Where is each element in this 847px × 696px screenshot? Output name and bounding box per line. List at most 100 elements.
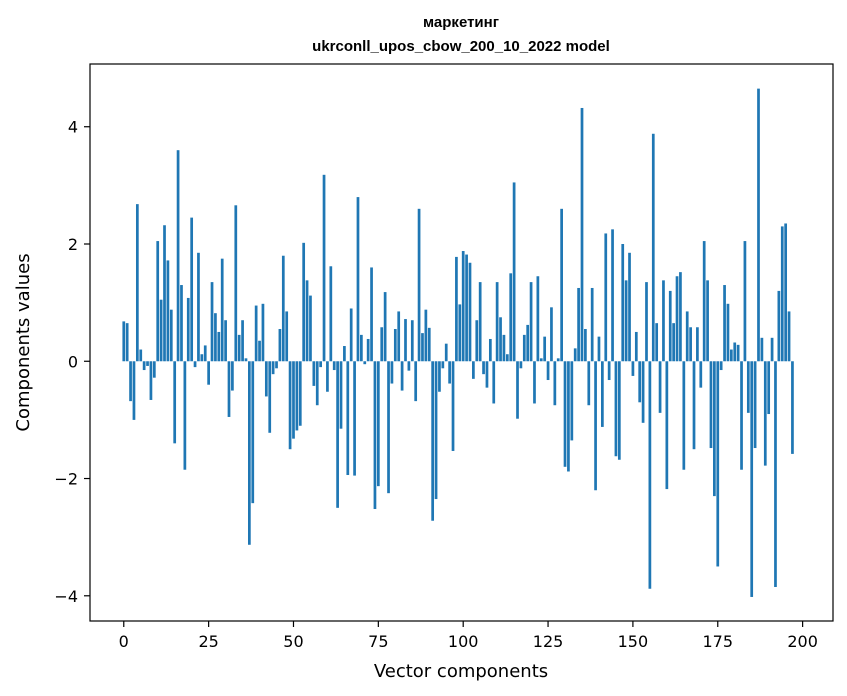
- bar-44: [271, 361, 275, 375]
- bar-67: [349, 308, 353, 362]
- bar-65: [343, 346, 346, 362]
- bar-131: [567, 361, 570, 472]
- bar-117: [519, 361, 523, 369]
- bar-160: [665, 361, 669, 490]
- bar-76: [380, 327, 384, 362]
- bar-18: [183, 361, 187, 470]
- bar-49: [288, 361, 292, 450]
- bar-140: [597, 336, 601, 362]
- bar-146: [617, 361, 621, 460]
- bar-53: [302, 242, 306, 362]
- bar-95: [444, 343, 448, 362]
- plot-frame: [89, 63, 834, 622]
- bar-166: [685, 311, 689, 362]
- bar-20: [190, 217, 194, 362]
- bar-187: [757, 88, 760, 362]
- bar-86: [414, 361, 418, 402]
- bar-9: [152, 361, 156, 378]
- bar-151: [634, 331, 638, 362]
- bar-183: [743, 241, 747, 362]
- bar-60: [326, 361, 329, 392]
- bar-46: [278, 329, 282, 362]
- bar-169: [696, 327, 699, 362]
- bar-153: [641, 361, 645, 423]
- bar-22: [197, 252, 200, 362]
- bar-48: [285, 311, 289, 362]
- bar-32: [231, 361, 234, 391]
- bar-79: [390, 361, 394, 384]
- x-tick-label: 75: [368, 632, 388, 651]
- y-axis-ticks: −4 −2 0 2 4: [54, 118, 90, 606]
- bar-41: [261, 303, 265, 362]
- bar-83: [404, 319, 407, 362]
- bar-190: [767, 361, 771, 415]
- bar-62: [332, 361, 336, 371]
- bar-74: [373, 361, 377, 510]
- bar-73: [370, 267, 373, 362]
- bar-52: [298, 361, 302, 426]
- bar-158: [658, 361, 662, 413]
- x-tick-label: 200: [787, 632, 818, 651]
- bar-172: [706, 280, 709, 362]
- bar-24: [203, 345, 207, 362]
- x-tick-label: 25: [198, 632, 218, 651]
- bar-193: [777, 290, 781, 362]
- bar-5: [139, 349, 143, 362]
- bar-105: [478, 282, 482, 362]
- bar-176: [719, 361, 723, 371]
- bar-115: [512, 182, 516, 362]
- y-tick-label: 2: [68, 235, 78, 254]
- bar-12: [163, 225, 166, 362]
- bar-101: [465, 254, 468, 362]
- y-tick-label: 4: [68, 118, 78, 137]
- bar-143: [607, 361, 611, 381]
- bar-119: [526, 324, 530, 362]
- bar-110: [495, 282, 499, 362]
- x-tick-label: 150: [618, 632, 649, 651]
- bar-163: [675, 276, 679, 362]
- bar-63: [336, 361, 339, 508]
- bar-180: [733, 342, 737, 362]
- bar-27: [214, 313, 217, 362]
- bar-122: [536, 276, 540, 362]
- bar-37: [248, 361, 251, 545]
- bar-39: [254, 305, 258, 362]
- bar-55: [309, 295, 312, 362]
- bar-90: [427, 327, 431, 362]
- bar-120: [529, 282, 533, 362]
- bar-128: [556, 358, 560, 362]
- bar-36: [244, 358, 248, 362]
- bar-50: [292, 361, 295, 439]
- bar-13: [166, 260, 170, 362]
- bars-group: [122, 88, 794, 597]
- bar-144: [611, 229, 614, 362]
- bar-112: [502, 334, 506, 362]
- bar-152: [638, 361, 642, 403]
- bar-175: [716, 361, 720, 567]
- bar-185: [750, 361, 754, 597]
- bar-135: [580, 107, 584, 362]
- bar-19: [186, 297, 190, 362]
- bar-0: [122, 321, 126, 362]
- bar-177: [723, 285, 726, 362]
- bar-179: [729, 349, 733, 362]
- bar-104: [475, 320, 479, 362]
- bar-186: [753, 361, 757, 449]
- bar-15: [173, 361, 177, 444]
- bar-125: [546, 361, 550, 381]
- bar-197: [791, 361, 794, 454]
- bar-156: [651, 133, 655, 362]
- bar-157: [655, 323, 659, 362]
- bar-77: [383, 292, 387, 362]
- bar-116: [516, 361, 519, 419]
- x-tick-label: 125: [533, 632, 564, 651]
- bar-58: [319, 361, 322, 368]
- bar-72: [366, 338, 370, 362]
- bar-141: [601, 361, 604, 427]
- bar-89: [424, 309, 428, 362]
- bar-29: [220, 258, 224, 362]
- bar-51: [295, 361, 299, 431]
- bar-129: [560, 208, 563, 362]
- bar-107: [485, 361, 489, 388]
- bar-11: [159, 299, 163, 362]
